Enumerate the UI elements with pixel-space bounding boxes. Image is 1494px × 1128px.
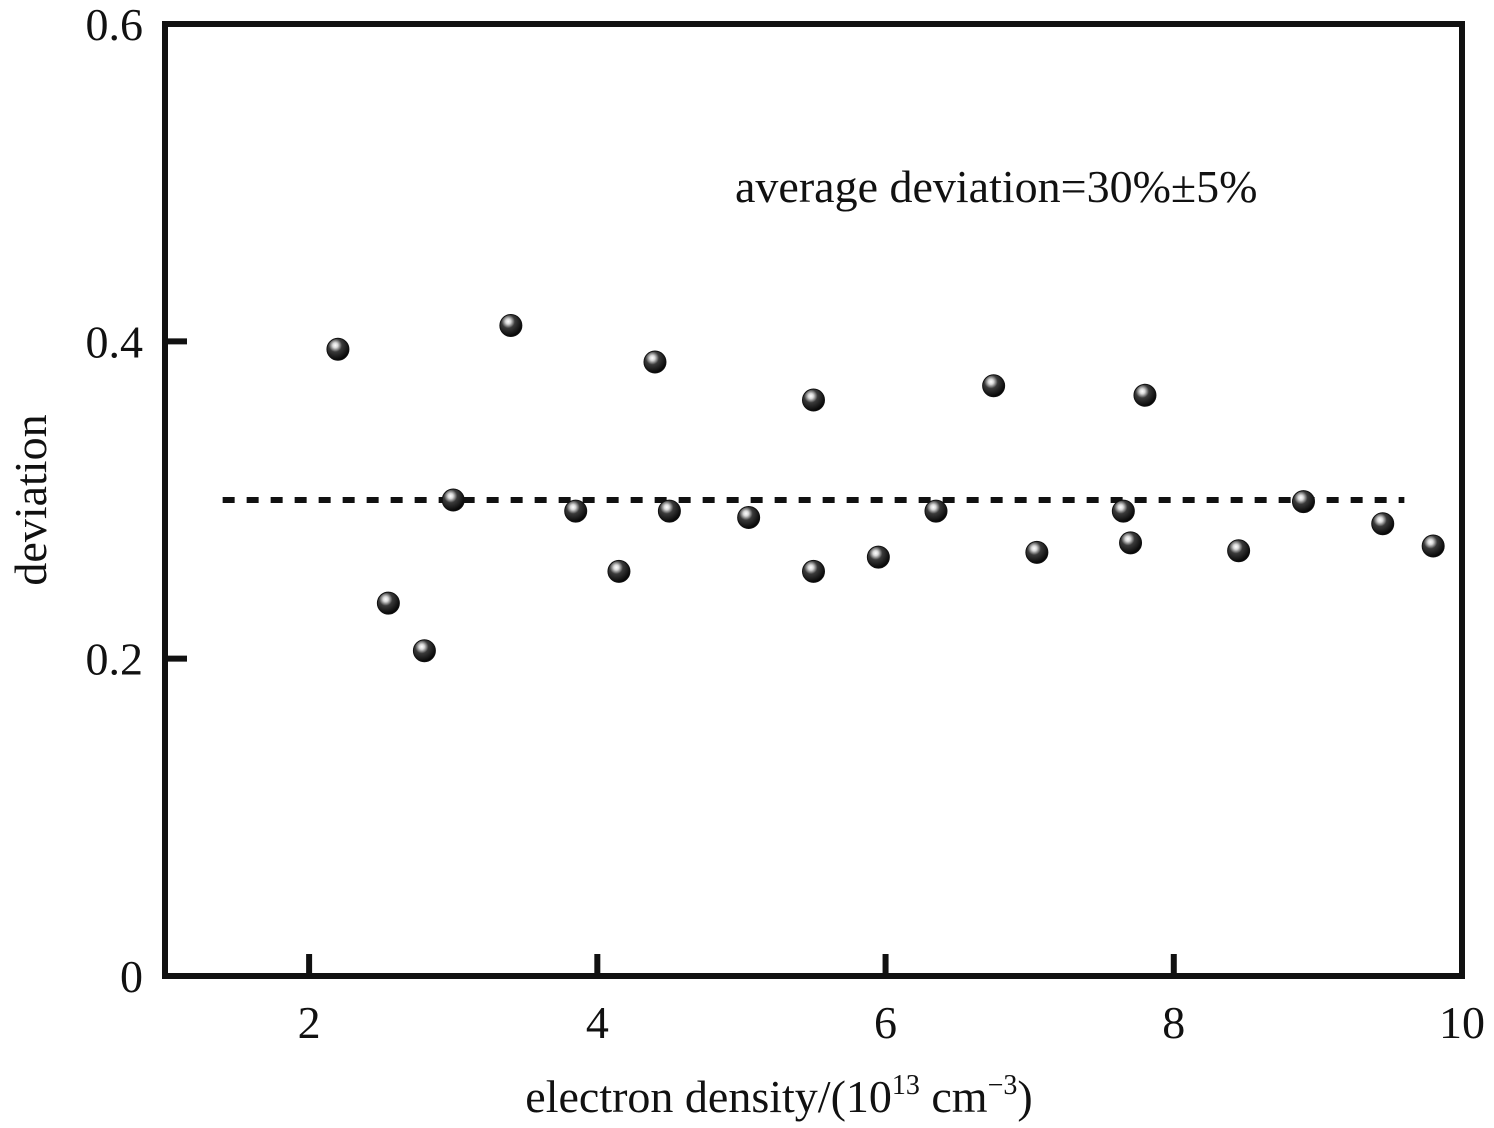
data-point	[412, 639, 436, 663]
data-point	[607, 559, 631, 583]
data-point	[441, 488, 465, 512]
y-tick-label-1: 0.2	[86, 634, 144, 685]
data-point	[1025, 540, 1049, 564]
x-axis-label-prefix: electron density/(10	[525, 1071, 892, 1122]
data-point	[499, 313, 523, 337]
data-point	[1119, 531, 1143, 555]
data-point	[802, 388, 825, 412]
average-deviation-annotation: average deviation=30%±5%	[735, 161, 1258, 212]
data-point	[376, 591, 400, 615]
y-axis-label: deviation	[5, 414, 56, 585]
x-axis-label-suffix: )	[1017, 1071, 1032, 1122]
data-point	[1111, 499, 1135, 523]
x-tick-label-4: 10	[1439, 997, 1485, 1048]
data-point	[1227, 539, 1251, 563]
data-point	[657, 499, 681, 523]
y-tick-label-3: 0.6	[86, 0, 144, 50]
tick-labels: 2 4 6 8 10 0 0.2 0.4 0.6	[86, 0, 1486, 1048]
data-point	[802, 559, 825, 583]
x-tick-label-3: 8	[1162, 997, 1185, 1048]
data-point	[564, 499, 588, 523]
x-axis-label-middle: cm	[920, 1071, 988, 1122]
data-point	[737, 505, 761, 529]
data-point	[326, 337, 350, 361]
data-point	[924, 499, 948, 523]
x-tick-label-1: 4	[586, 997, 609, 1048]
data-points	[326, 313, 1445, 663]
x-tick-label-0: 2	[298, 997, 321, 1048]
data-point	[982, 374, 1006, 398]
data-point	[1421, 534, 1445, 558]
data-point	[866, 545, 890, 569]
x-tick-label-2: 6	[874, 997, 897, 1048]
data-point	[1371, 512, 1395, 536]
plot-frame	[162, 21, 1465, 979]
x-axis-label-exponent-1: 13	[892, 1070, 920, 1101]
axis-ticks	[165, 338, 1177, 976]
data-point	[643, 350, 667, 374]
data-point	[1133, 383, 1157, 407]
x-axis-label-exponent-2: −3	[988, 1070, 1018, 1101]
x-axis-label: electron density/(1013 cm−3)	[525, 1070, 1032, 1122]
data-point	[1291, 490, 1315, 514]
y-tick-label-2: 0.4	[86, 316, 144, 367]
y-tick-label-0: 0	[120, 951, 143, 1002]
